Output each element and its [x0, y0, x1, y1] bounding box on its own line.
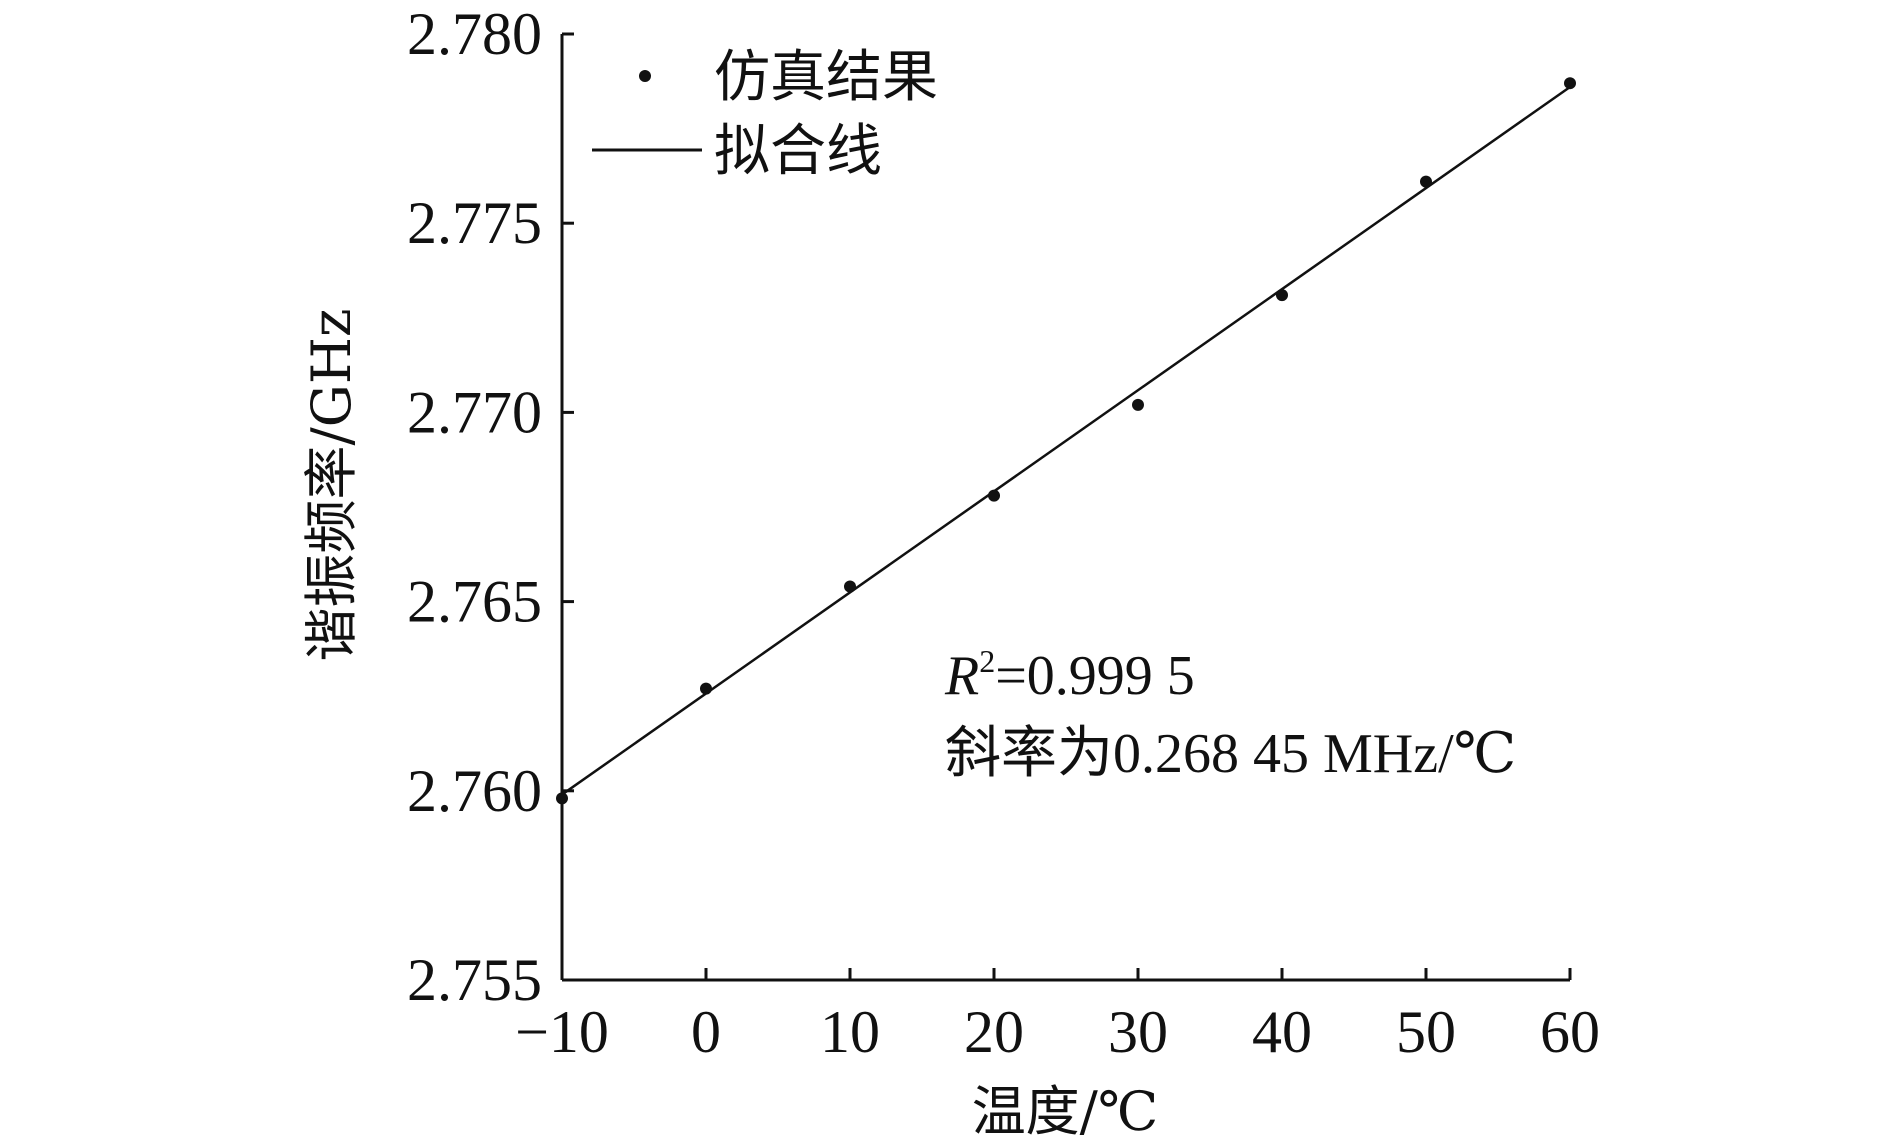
data-point [556, 792, 568, 805]
x-axis-title: 温度/℃ [972, 1080, 1159, 1143]
y-tick-label: 2.780 [407, 1, 542, 67]
r2-superscript: 2 [979, 643, 995, 679]
y-tick-label: 2.760 [407, 758, 542, 824]
data-point [988, 489, 1000, 502]
y-tick-label: 2.770 [407, 379, 542, 445]
x-axis-ticks: −10 0 10 20 30 40 50 60 [515, 968, 1600, 1065]
y-axis-ticks: 2.755 2.760 2.765 2.770 2.775 2.780 [407, 1, 574, 1013]
y-tick-label: 2.755 [407, 947, 542, 1013]
x-tick-label: 60 [1540, 999, 1600, 1065]
x-tick-label: 50 [1396, 999, 1456, 1065]
x-tick-label: 40 [1252, 999, 1312, 1065]
legend-line-label: 拟合线 [714, 119, 882, 184]
data-point [700, 682, 712, 695]
x-tick-label: 20 [964, 999, 1024, 1065]
r2-value: =0.999 5 [995, 645, 1195, 707]
x-tick-label: 10 [820, 999, 880, 1065]
data-point [1564, 77, 1576, 90]
r2-symbol: R [944, 645, 979, 707]
fit-line [561, 85, 1571, 796]
x-tick-label: 30 [1108, 999, 1168, 1065]
y-tick-label: 2.765 [407, 569, 542, 635]
legend-scatter-label: 仿真结果 [714, 45, 938, 110]
x-tick-label: 0 [691, 999, 721, 1065]
plot-area [556, 77, 1576, 805]
legend: 仿真结果 拟合线 [592, 45, 938, 184]
x-tick-label: −10 [515, 999, 609, 1065]
data-point [844, 580, 856, 593]
y-axis-title: 谐振频率/GHz [300, 309, 363, 662]
r2-annotation: R2=0.999 5 [944, 643, 1195, 707]
data-point [1132, 398, 1144, 411]
data-point [1276, 289, 1288, 302]
legend-scatter-marker [639, 70, 651, 82]
data-point [1420, 175, 1432, 188]
axes [560, 34, 1570, 982]
y-tick-label: 2.775 [407, 190, 542, 256]
slope-annotation: 斜率为0.268 45 MHz/℃ [945, 723, 1516, 785]
